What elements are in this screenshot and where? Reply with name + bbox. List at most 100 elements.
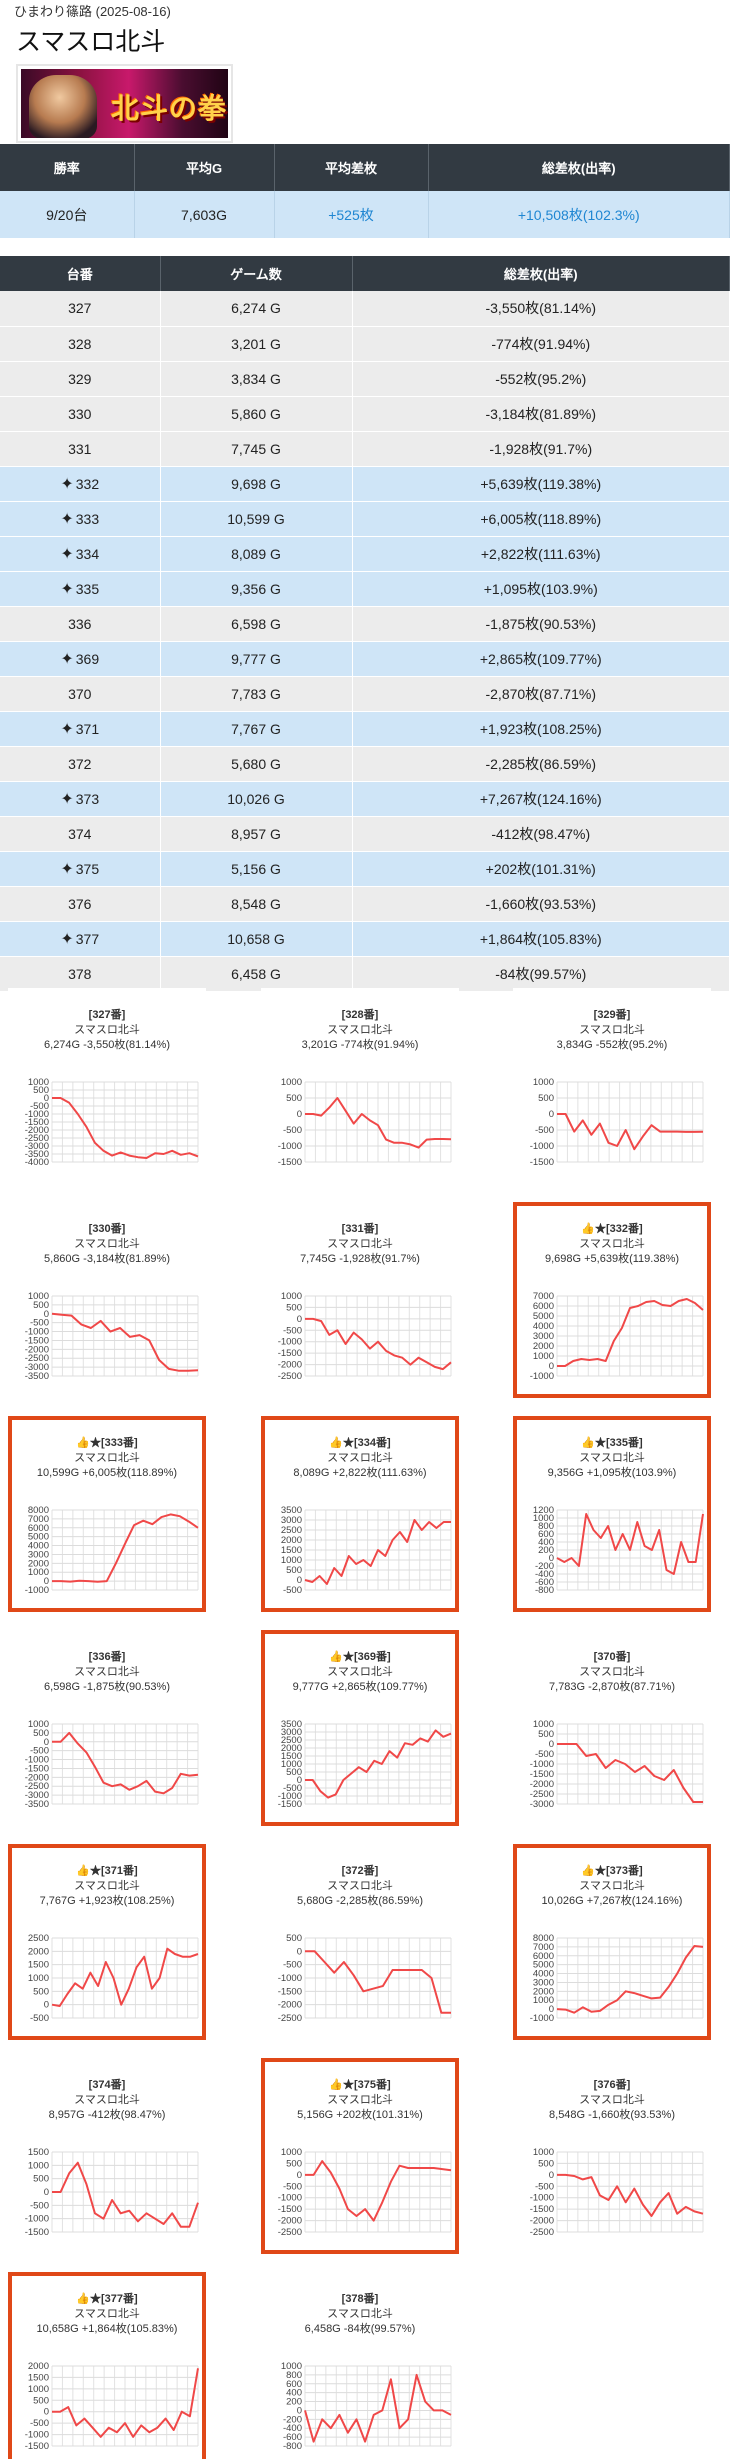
table-row[interactable]: 376 8,548 G -1,660枚(93.53%) <box>0 886 730 922</box>
machine-chart-card[interactable]: 👍★[332番] スマスロ北斗 9,698G +5,639枚(119.38%) 700… <box>513 1202 711 1398</box>
y-tick-label: 1000 <box>533 1351 554 1362</box>
y-tick-label: 500 <box>33 2395 49 2406</box>
chart-label: [374番] スマスロ北斗 8,957G -412枚(98.47%) <box>8 2078 206 2123</box>
y-tick-label: 0 <box>297 1775 302 1786</box>
y-tick-label: -500 <box>535 2181 554 2192</box>
machine-chart-card[interactable]: [331番] スマスロ北斗 7,745G -1,928枚(91.7%) 1000 500… <box>261 1202 459 1398</box>
table-row[interactable]: ✦ 371 7,767 G +1,923枚(108.25%) <box>0 711 730 747</box>
table-row[interactable]: ✦ 369 9,777 G +2,865枚(109.77%) <box>0 641 730 677</box>
machine-chart-card[interactable]: 👍★[333番] スマスロ北斗 10,599G +6,005枚(118.89%) 80… <box>8 1416 206 1612</box>
y-tick-label: 0 <box>297 2170 302 2181</box>
total-diff-cell: +1,095枚(103.9%) <box>352 571 730 607</box>
y-tick-label: 3000 <box>28 1549 49 1560</box>
machine-number: 374 <box>68 825 92 842</box>
y-tick-label: 3000 <box>533 1977 554 1988</box>
y-tick-label: 1000 <box>28 1567 49 1578</box>
y-tick-label: -1500 <box>25 1335 49 1346</box>
table-row[interactable]: 329 3,834 G -552枚(95.2%) <box>0 361 730 397</box>
machine-chart-card[interactable]: 👍★[371番] スマスロ北斗 7,767G +1,923枚(108.25%) 250… <box>8 1844 206 2040</box>
table-row[interactable]: 327 6,274 G -3,550枚(81.14%) <box>0 291 730 327</box>
machine-chart-card[interactable]: [329番] スマスロ北斗 3,834G -552枚(95.2%) 1000 500 0 -… <box>513 988 711 1184</box>
table-row[interactable]: 378 6,458 G -84枚(99.57%) <box>0 956 730 992</box>
chart-label: [336番] スマスロ北斗 6,598G -1,875枚(90.53%) <box>8 1650 206 1695</box>
y-tick-label: 1000 <box>533 1513 554 1524</box>
y-tick-label: 1500 <box>28 2372 49 2383</box>
chart-machine-name: スマスロ北斗 <box>327 1666 393 1678</box>
table-row[interactable]: ✦ 373 10,026 G +7,267枚(124.16%) <box>0 781 730 817</box>
y-tick-label: 0 <box>44 2000 49 2011</box>
machine-chart-card[interactable]: [330番] スマスロ北斗 5,860G -3,184枚(81.89%) 1000 50… <box>8 1202 206 1398</box>
machine-number-cell: ✦ 332 <box>0 466 161 502</box>
machine-number: 335 <box>75 580 100 597</box>
machine-chart-card[interactable]: [372番] スマスロ北斗 5,680G -2,285枚(86.59%) 500 0 -5… <box>261 1844 459 2040</box>
y-tick-label: -1500 <box>278 2204 302 2215</box>
y-tick-label: 0 <box>44 2407 49 2418</box>
y-tick-label: 1000 <box>281 1759 302 1770</box>
y-tick-label: -200 <box>535 1561 554 1572</box>
machine-number-cell: ✦ 375 <box>0 851 161 887</box>
table-row[interactable]: 370 7,783 G -2,870枚(87.71%) <box>0 676 730 712</box>
machine-chart-card[interactable]: [336番] スマスロ北斗 6,598G -1,875枚(90.53%) 1000 50… <box>8 1630 206 1826</box>
machine-chart-card[interactable]: [328番] スマスロ北斗 3,201G -774枚(91.94%) 1000 500 0… <box>261 988 459 1184</box>
y-tick-label: 500 <box>538 1729 554 1740</box>
machine-chart-card[interactable]: [378番] スマスロ北斗 6,458G -84枚(99.57%) 1000 800 60… <box>261 2272 459 2459</box>
table-row[interactable]: ✦ 375 5,156 G +202枚(101.31%) <box>0 851 730 887</box>
table-row[interactable]: 336 6,598 G -1,875枚(90.53%) <box>0 606 730 642</box>
y-tick-label: -800 <box>535 1585 554 1596</box>
y-tick-label: 0 <box>297 1946 302 1957</box>
machine-number: 336 <box>68 615 92 632</box>
machine-number-cell: ✦ 369 <box>0 641 161 677</box>
table-row[interactable]: ✦ 332 9,698 G +5,639枚(119.38%) <box>0 466 730 502</box>
machine-chart-card[interactable]: 👍★[369番] スマスロ北斗 9,777G +2,865枚(109.77%) 350… <box>261 1630 459 1826</box>
table-row[interactable]: 331 7,745 G -1,928枚(91.7%) <box>0 431 730 467</box>
machine-chart-card[interactable]: 👍★[377番] スマスロ北斗 10,658G +1,864枚(105.83%) 20… <box>8 2272 206 2459</box>
chart-machine-name: スマスロ北斗 <box>74 1666 140 1678</box>
series-line <box>52 2368 199 2438</box>
machine-chart-card[interactable]: [374番] スマスロ北斗 8,957G -412枚(98.47%) 1500 1000… <box>8 2058 206 2254</box>
table-row[interactable]: ✦ 335 9,356 G +1,095枚(103.9%) <box>0 571 730 607</box>
y-tick-label: 2000 <box>533 1986 554 1997</box>
star-icon: ★ <box>595 1865 606 1877</box>
machine-chart-card[interactable]: 👍★[334番] スマスロ北斗 8,089G +2,822枚(111.63%) 350… <box>261 1416 459 1612</box>
table-row[interactable]: 374 8,957 G -412枚(98.47%) <box>0 816 730 852</box>
chart-machine-name: スマスロ北斗 <box>327 2308 393 2320</box>
table-row[interactable]: ✦ 334 8,089 G +2,822枚(111.63%) <box>0 536 730 572</box>
y-tick-label: -500 <box>283 1325 302 1336</box>
y-tick-label: 1000 <box>533 2147 554 2158</box>
thumbs-up-icon: 👍 <box>581 1223 595 1235</box>
y-tick-label: 1000 <box>281 2147 302 2158</box>
y-tick-label: -1000 <box>25 1755 49 1766</box>
machine-chart-card[interactable]: [327番] スマスロ北斗 6,274G -3,550枚(81.14%) 1000 50… <box>8 988 206 1184</box>
table-row[interactable]: 330 5,860 G -3,184枚(81.89%) <box>0 396 730 432</box>
game-count-cell: 3,834 G <box>160 361 353 397</box>
machine-chart-card[interactable]: [376番] スマスロ北斗 8,548G -1,660枚(93.53%) 1000 50… <box>513 2058 711 2254</box>
machine-chart-card[interactable]: [370番] スマスロ北斗 7,783G -2,870枚(87.71%) 1000 50… <box>513 1630 711 1826</box>
y-tick-label: 0 <box>549 1739 554 1750</box>
series-line <box>52 1731 199 1795</box>
chart-label: 👍★[333番] スマスロ北斗 10,599G +6,005枚(118.89%) <box>12 1436 202 1481</box>
machine-chart-card[interactable]: 👍★[375番] スマスロ北斗 5,156G +202枚(101.31%) 1000 5… <box>261 2058 459 2254</box>
table-row[interactable]: 328 3,201 G -774枚(91.94%) <box>0 326 730 362</box>
table-row[interactable]: ✦ 377 10,658 G +1,864枚(105.83%) <box>0 921 730 957</box>
sparkle-icon: ✦ <box>60 475 74 493</box>
game-count-cell: 9,698 G <box>160 466 353 502</box>
chart-title: [331番] <box>341 1223 379 1235</box>
y-tick-label: -3500 <box>25 1149 49 1160</box>
machine-chart-card[interactable]: 👍★[335番] スマスロ北斗 9,356G +1,095枚(103.9%) 1200… <box>513 1416 711 1612</box>
table-row[interactable]: ✦ 333 10,599 G +6,005枚(118.89%) <box>0 501 730 537</box>
y-tick-label: 500 <box>286 2158 302 2169</box>
y-tick-label: -2000 <box>25 1772 49 1783</box>
chart-stats: 5,680G -2,285枚(86.59%) <box>297 1895 423 1907</box>
y-tick-label: -500 <box>30 2200 49 2211</box>
y-tick-label: -1500 <box>530 2204 554 2215</box>
chart-machine-name: スマスロ北斗 <box>74 1452 140 1464</box>
y-tick-label: 1500 <box>28 1960 49 1971</box>
table-row[interactable]: 372 5,680 G -2,285枚(86.59%) <box>0 746 730 782</box>
star-icon: ★ <box>90 2293 101 2305</box>
machine-banner: 北斗の拳 <box>16 64 233 143</box>
game-count-cell: 5,680 G <box>160 746 353 782</box>
y-tick-label: -500 <box>283 2181 302 2192</box>
machine-number-cell: ✦ 333 <box>0 501 161 537</box>
y-tick-label: -2500 <box>278 2013 302 2024</box>
machine-chart-card[interactable]: 👍★[373番] スマスロ北斗 10,026G +7,267枚(124.16%) 80… <box>513 1844 711 2040</box>
